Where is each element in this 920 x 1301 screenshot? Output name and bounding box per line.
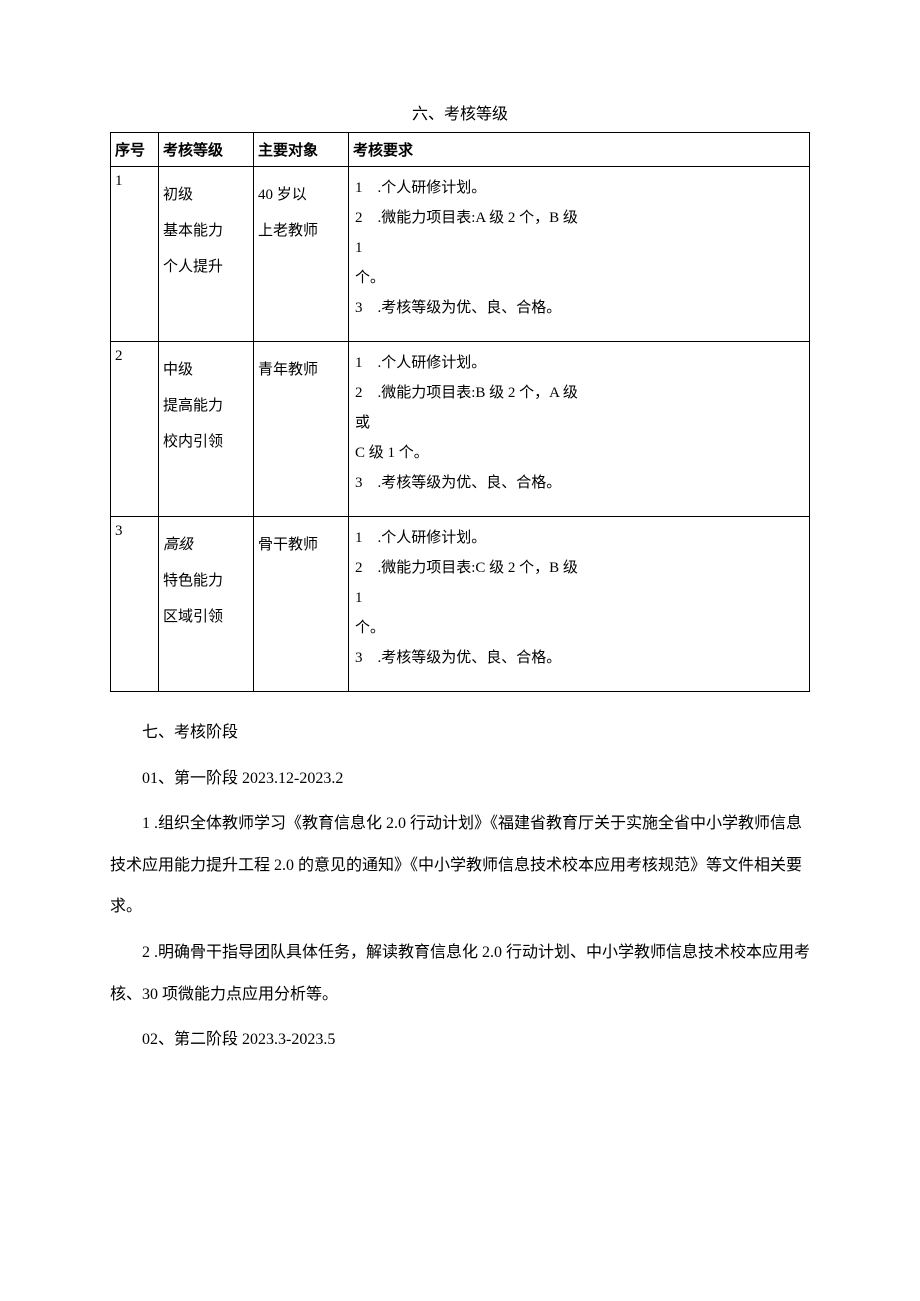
target-line: 青年教师 (258, 352, 344, 388)
table-row: 1 初级 基本能力 个人提升 40 岁以 上老教师 1 .个人研修计划。 2 .… (111, 167, 810, 342)
heading-assessment-level: 六、考核等级 (110, 100, 810, 124)
req-num: 2 (355, 560, 363, 576)
req-text: .个人研修计划。 (378, 180, 487, 196)
req-num: 1 (355, 180, 363, 196)
req-num: 2 (355, 210, 363, 226)
level-line: 提高能力 (163, 388, 249, 424)
level-line: 高级 (163, 527, 249, 563)
cell-target: 40 岁以 上老教师 (254, 167, 349, 342)
col-header-level: 考核等级 (159, 133, 254, 167)
target-line: 骨干教师 (258, 527, 344, 563)
level-line: 基本能力 (163, 213, 249, 249)
cell-level: 初级 基本能力 个人提升 (159, 167, 254, 342)
req-num: 3 (355, 300, 363, 316)
cell-index: 2 (111, 342, 159, 517)
req-text: .个人研修计划。 (378, 355, 487, 371)
req-num: 1 (355, 355, 363, 371)
stage-title: 02、第二阶段 2023.3-2023.5 (110, 1019, 810, 1061)
req-line: 3 .考核等级为优、良、合格。 (355, 468, 803, 498)
req-num: 1 (355, 530, 363, 546)
table-row: 3 高级 特色能力 区域引领 骨干教师 1 .个人研修计划。 2 .微能力项目表… (111, 517, 810, 692)
target-line: 40 岁以 (258, 177, 344, 213)
req-line: 2 .微能力项目表:C 级 2 个，B 级 (355, 553, 803, 583)
req-line: 1 (355, 583, 803, 613)
req-text: .微能力项目表:A 级 2 个，B 级 (378, 210, 578, 226)
body-text: 七、考核阶段 01、第一阶段 2023.12-2023.2 1 .组织全体教师学… (110, 712, 810, 1061)
stage-title: 01、第一阶段 2023.12-2023.2 (110, 758, 810, 800)
cell-requirement: 1 .个人研修计划。 2 .微能力项目表:A 级 2 个，B 级 1 个。 3 … (349, 167, 810, 342)
assessment-table: 序号 考核等级 主要对象 考核要求 1 初级 基本能力 个人提升 40 岁以 上… (110, 132, 810, 692)
cell-target: 青年教师 (254, 342, 349, 517)
req-line: 1 .个人研修计划。 (355, 173, 803, 203)
target-line: 上老教师 (258, 213, 344, 249)
cell-requirement: 1 .个人研修计划。 2 .微能力项目表:B 级 2 个，A 级 或 C 级 1… (349, 342, 810, 517)
cell-level: 高级 特色能力 区域引领 (159, 517, 254, 692)
req-text: .微能力项目表:C 级 2 个，B 级 (378, 560, 578, 576)
req-line: 个。 (355, 613, 803, 643)
level-line: 校内引领 (163, 424, 249, 460)
req-num: 2 (355, 385, 363, 401)
level-line: 中级 (163, 352, 249, 388)
level-line: 个人提升 (163, 249, 249, 285)
paragraph: 1 .组织全体教师学习《教育信息化 2.0 行动计划》《福建省教育厅关于实施全省… (110, 803, 810, 928)
cell-target: 骨干教师 (254, 517, 349, 692)
level-line: 特色能力 (163, 563, 249, 599)
table-header-row: 序号 考核等级 主要对象 考核要求 (111, 133, 810, 167)
req-line: 3 .考核等级为优、良、合格。 (355, 643, 803, 673)
col-header-target: 主要对象 (254, 133, 349, 167)
heading-assessment-stage: 七、考核阶段 (110, 712, 810, 754)
req-line: 1 (355, 233, 803, 263)
level-line: 区域引领 (163, 599, 249, 635)
cell-level: 中级 提高能力 校内引领 (159, 342, 254, 517)
req-line: 2 .微能力项目表:B 级 2 个，A 级 (355, 378, 803, 408)
req-line: 1 .个人研修计划。 (355, 523, 803, 553)
paragraph: 2 .明确骨干指导团队具体任务，解读教育信息化 2.0 行动计划、中小学教师信息… (110, 932, 810, 1015)
req-text: .微能力项目表:B 级 2 个，A 级 (378, 385, 578, 401)
cell-index: 1 (111, 167, 159, 342)
req-text: .个人研修计划。 (378, 530, 487, 546)
table-row: 2 中级 提高能力 校内引领 青年教师 1 .个人研修计划。 2 .微能力项目表… (111, 342, 810, 517)
req-line: 个。 (355, 263, 803, 293)
req-text: .考核等级为优、良、合格。 (378, 650, 562, 666)
cell-index: 3 (111, 517, 159, 692)
req-line: 2 .微能力项目表:A 级 2 个，B 级 (355, 203, 803, 233)
req-text: .考核等级为优、良、合格。 (378, 300, 562, 316)
req-line: C 级 1 个。 (355, 438, 803, 468)
col-header-requirement: 考核要求 (349, 133, 810, 167)
req-line: 或 (355, 408, 803, 438)
cell-requirement: 1 .个人研修计划。 2 .微能力项目表:C 级 2 个，B 级 1 个。 3 … (349, 517, 810, 692)
req-num: 3 (355, 650, 363, 666)
req-line: 3 .考核等级为优、良、合格。 (355, 293, 803, 323)
req-line: 1 .个人研修计划。 (355, 348, 803, 378)
req-text: .考核等级为优、良、合格。 (378, 475, 562, 491)
level-line: 初级 (163, 177, 249, 213)
req-num: 3 (355, 475, 363, 491)
col-header-index: 序号 (111, 133, 159, 167)
